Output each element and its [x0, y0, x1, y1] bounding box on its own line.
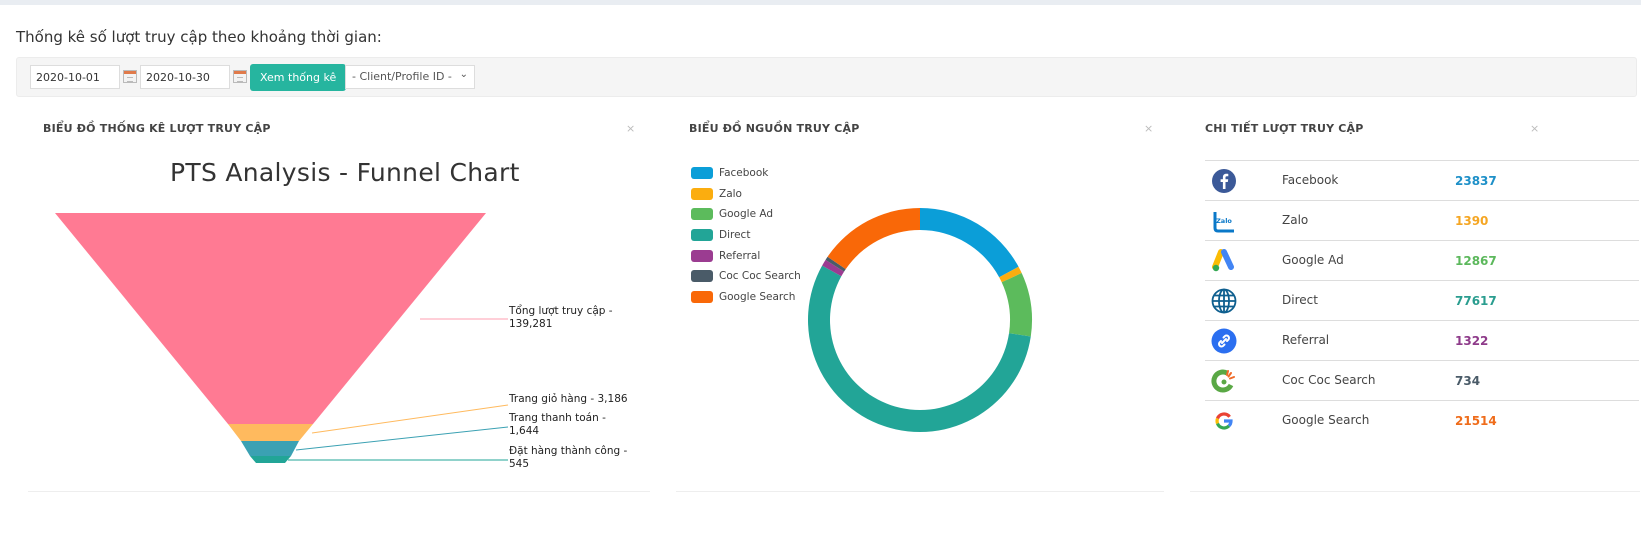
donut-slice-coc-coc-search[interactable]	[825, 256, 846, 272]
source-value: 734	[1455, 374, 1481, 388]
svg-text:Zalo: Zalo	[1216, 217, 1232, 225]
link-icon	[1211, 328, 1237, 354]
donut-chart	[808, 208, 1032, 432]
panel-title: BIỂU ĐỒ THỐNG KÊ LƯỢT TRUY CẬP	[43, 122, 271, 135]
view-stats-button[interactable]: Xem thống kê	[250, 64, 347, 91]
funnel-segment-total	[55, 213, 486, 424]
google-icon	[1215, 412, 1233, 430]
chart-legend: Facebook Zalo Google Ad Direct Referral …	[691, 163, 801, 307]
funnel-label-total: Tổng lượt truy cập -139,281	[509, 305, 613, 330]
donut-slice-direct[interactable]	[808, 265, 1031, 432]
funnel-label-order: Đặt hàng thành công -545	[509, 445, 628, 470]
donut-slice-facebook[interactable]	[920, 208, 1019, 278]
funnel-chart	[55, 213, 509, 463]
divider	[1190, 491, 1640, 492]
details-panel: CHI TIẾT LƯỢT TRUY CẬP ×	[1190, 112, 1640, 492]
source-value: 12867	[1455, 254, 1497, 268]
donut-slice-google-ad[interactable]	[1001, 273, 1032, 337]
donut-slice-zalo[interactable]	[999, 266, 1022, 283]
source-name: Coc Coc Search	[1282, 373, 1376, 387]
legend-item-google-ad[interactable]: Google Ad	[691, 204, 801, 225]
table-row: Facebook 23837	[1205, 160, 1639, 200]
zalo-icon: Zalo	[1213, 210, 1235, 233]
coccoc-icon	[1211, 369, 1235, 393]
source-name: Google Ad	[1282, 253, 1344, 267]
date-from-input[interactable]	[30, 65, 120, 89]
funnel-segment-checkout	[241, 441, 299, 456]
legend-item-coccoc[interactable]: Coc Coc Search	[691, 266, 801, 287]
close-icon[interactable]: ×	[1530, 122, 1540, 135]
panel-title: CHI TIẾT LƯỢT TRUY CẬP	[1205, 122, 1364, 135]
source-value: 77617	[1455, 294, 1497, 308]
calendar-icon[interactable]	[123, 70, 137, 83]
table-row: Zalo Zalo 1390	[1205, 200, 1639, 240]
source-name: Referral	[1282, 333, 1330, 347]
funnel-label-checkout: Trang thanh toán -1,644	[509, 412, 606, 437]
legend-item-referral[interactable]: Referral	[691, 245, 801, 266]
funnel-segment-cart	[228, 424, 313, 441]
source-name: Direct	[1282, 293, 1318, 307]
filter-toolbar: Xem thống kê - Client/Profile ID - ⌄	[16, 57, 1637, 97]
details-table: Facebook 23837 Zalo Zalo 1390 Google Ad …	[1205, 160, 1639, 440]
facebook-icon	[1212, 169, 1236, 193]
divider	[676, 491, 1164, 492]
google-ads-icon	[1212, 249, 1234, 272]
donut-slice-google-search[interactable]	[827, 208, 920, 270]
source-name: Zalo	[1282, 213, 1309, 227]
table-row: Google Ad 12867	[1205, 240, 1639, 280]
source-name: Facebook	[1282, 173, 1339, 187]
source-name: Google Search	[1282, 413, 1370, 427]
client-select-value: - Client/Profile ID -	[352, 70, 452, 83]
table-row: Direct 77617	[1205, 280, 1639, 320]
funnel-segment-order	[250, 456, 291, 463]
table-row: Referral 1322	[1205, 320, 1639, 360]
divider	[28, 491, 650, 492]
source-value: 1390	[1455, 214, 1489, 228]
funnel-label-cart: Trang giỏ hàng - 3,186	[509, 393, 628, 405]
table-row: Coc Coc Search 734	[1205, 360, 1639, 400]
source-value: 1322	[1455, 334, 1489, 348]
chevron-down-icon: ⌄	[459, 69, 468, 80]
client-profile-select[interactable]: - Client/Profile ID - ⌄	[345, 65, 475, 89]
panel-title: BIỂU ĐỒ NGUỒN TRUY CẬP	[689, 122, 860, 135]
close-icon[interactable]: ×	[1144, 122, 1154, 135]
legend-item-facebook[interactable]: Facebook	[691, 163, 801, 184]
source-value: 21514	[1455, 414, 1497, 428]
globe-icon	[1211, 288, 1237, 314]
calendar-icon[interactable]	[233, 70, 247, 83]
source-value: 23837	[1455, 174, 1497, 188]
funnel-chart-title: PTS Analysis - Funnel Chart	[170, 158, 520, 187]
table-row: Google Search 21514	[1205, 400, 1639, 440]
legend-item-direct[interactable]: Direct	[691, 225, 801, 246]
donut-slice-referral[interactable]	[822, 259, 845, 277]
legend-item-zalo[interactable]: Zalo	[691, 184, 801, 205]
close-icon[interactable]: ×	[626, 122, 636, 135]
page-heading: Thống kê số lượt truy cập theo khoảng th…	[16, 28, 382, 46]
date-to-input[interactable]	[140, 65, 230, 89]
legend-item-google-search[interactable]: Google Search	[691, 287, 801, 308]
